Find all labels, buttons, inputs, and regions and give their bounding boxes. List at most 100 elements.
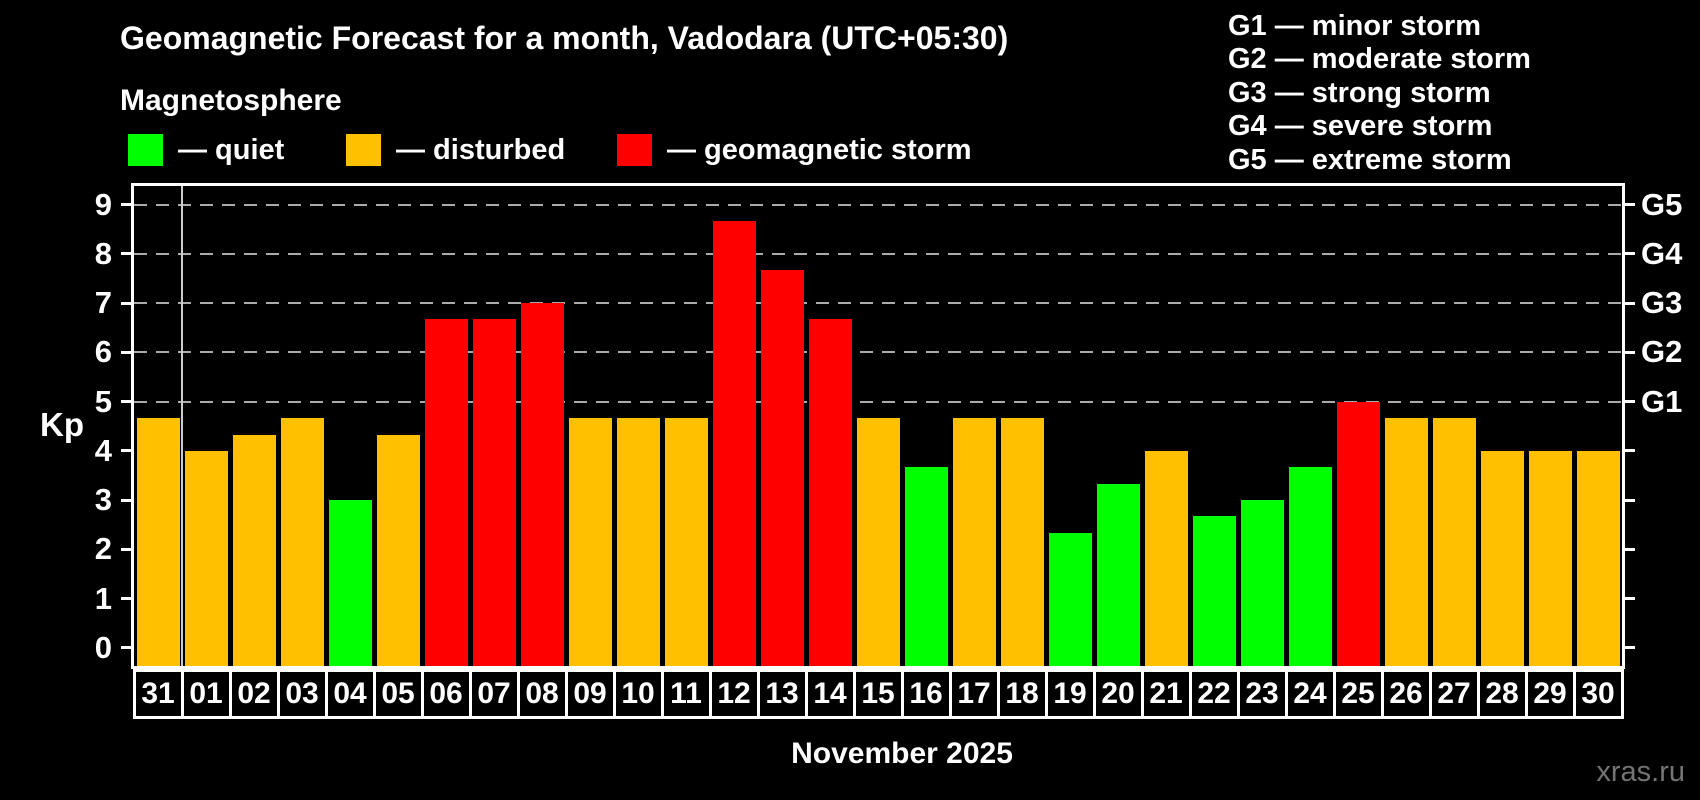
legend-item-storm: — geomagnetic storm [617, 134, 972, 166]
right-tick-0 [1625, 646, 1635, 650]
day-label-05: 05 [372, 669, 424, 719]
plot-frame [131, 183, 1625, 669]
kp-bar-19 [1048, 533, 1092, 666]
chart-title: Geomagnetic Forecast for a month, Vadoda… [120, 20, 1009, 56]
g-legend-line-g3: G3 — strong storm [1228, 76, 1491, 109]
month-separator-line [181, 186, 183, 666]
kp-bar-31 [136, 417, 180, 666]
g-axis-label-g2: G2 [1641, 334, 1683, 370]
g-axis-label-g5: G5 [1641, 186, 1683, 222]
kp-bar-25 [1336, 401, 1380, 666]
right-tick-4 [1625, 449, 1635, 453]
kp-bar-14 [808, 319, 852, 666]
kp-bar-08 [520, 303, 564, 666]
day-label-27: 27 [1428, 669, 1480, 719]
y-tick-label-3: 3 [94, 482, 112, 518]
right-tick-1 [1625, 597, 1635, 601]
day-label-10: 10 [612, 669, 664, 719]
day-label-01: 01 [180, 669, 232, 719]
y-tick-label-0: 0 [94, 629, 112, 665]
day-label-18: 18 [996, 669, 1048, 719]
g-scale-legend: G1 — minor storm G2 — moderate storm G3 … [1228, 10, 1531, 177]
legend-item-disturbed: — disturbed [346, 134, 565, 166]
day-label-02: 02 [228, 669, 280, 719]
kp-bar-11 [664, 417, 708, 666]
g-legend-line-g1: G1 — minor storm [1228, 10, 1481, 42]
kp-bar-10 [616, 417, 660, 666]
day-label-28: 28 [1476, 669, 1528, 719]
kp-bar-04 [328, 500, 372, 666]
day-label-22: 22 [1188, 669, 1240, 719]
g-axis-label-g3: G3 [1641, 285, 1683, 321]
left-tick-8 [121, 252, 131, 256]
right-tick-3 [1625, 498, 1635, 502]
kp-bar-06 [424, 319, 468, 666]
kp-bar-02 [232, 434, 276, 666]
y-tick-label-5: 5 [94, 383, 112, 419]
right-tick-6 [1625, 350, 1635, 354]
kp-bar-24 [1288, 467, 1332, 666]
kp-bar-03 [280, 417, 324, 666]
gridline-kp7 [134, 302, 1622, 305]
left-tick-7 [121, 301, 131, 305]
right-tick-5 [1625, 400, 1635, 404]
disturbed-color-swatch [346, 134, 381, 166]
kp-bar-23 [1240, 500, 1284, 666]
y-tick-label-1: 1 [94, 580, 112, 616]
gridline-kp9 [134, 203, 1622, 206]
kp-bar-22 [1192, 516, 1236, 666]
day-label-31: 31 [132, 669, 184, 719]
kp-bar-20 [1096, 483, 1140, 666]
kp-bar-01 [184, 450, 228, 666]
kp-bar-18 [1000, 417, 1044, 666]
gridline-kp6 [134, 351, 1622, 354]
day-label-26: 26 [1380, 669, 1432, 719]
day-label-19: 19 [1044, 669, 1096, 719]
kp-bar-05 [376, 434, 420, 666]
day-label-13: 13 [756, 669, 808, 719]
day-label-20: 20 [1092, 669, 1144, 719]
kp-bar-07 [472, 319, 516, 666]
day-label-06: 06 [420, 669, 472, 719]
day-label-16: 16 [900, 669, 952, 719]
g-axis-label-g1: G1 [1641, 383, 1683, 419]
kp-bar-27 [1432, 417, 1476, 666]
day-label-12: 12 [708, 669, 760, 719]
y-tick-label-2: 2 [94, 531, 112, 567]
day-label-14: 14 [804, 669, 856, 719]
kp-bar-15 [856, 417, 900, 666]
watermark: xras.ru [1596, 756, 1685, 788]
left-tick-5 [121, 400, 131, 404]
y-tick-label-4: 4 [94, 432, 112, 468]
gridline-kp5 [134, 400, 1622, 403]
left-tick-0 [121, 646, 131, 650]
day-label-30: 30 [1572, 669, 1624, 719]
quiet-color-swatch [128, 134, 163, 166]
x-axis-title: November 2025 [791, 737, 1013, 770]
kp-bar-21 [1144, 450, 1188, 666]
left-tick-3 [121, 498, 131, 502]
day-label-08: 08 [516, 669, 568, 719]
kp-bar-29 [1528, 450, 1572, 666]
y-tick-label-8: 8 [94, 235, 112, 271]
right-tick-9 [1625, 203, 1635, 207]
day-label-25: 25 [1332, 669, 1384, 719]
legend-label-quiet: — quiet [178, 133, 285, 166]
chart-subtitle: Magnetosphere [120, 84, 342, 117]
right-tick-7 [1625, 301, 1635, 305]
right-tick-2 [1625, 547, 1635, 551]
y-tick-label-7: 7 [94, 285, 112, 321]
day-label-24: 24 [1284, 669, 1336, 719]
y-axis-title: Kp [40, 406, 84, 443]
g-legend-line-g2: G2 — moderate storm [1228, 43, 1531, 76]
y-tick-label-6: 6 [94, 334, 112, 370]
day-label-23: 23 [1236, 669, 1288, 719]
gridline-kp8 [134, 252, 1622, 255]
g-legend-line-g4: G4 — severe storm [1228, 110, 1493, 143]
day-label-29: 29 [1524, 669, 1576, 719]
kp-bar-26 [1384, 417, 1428, 666]
legend-label-storm: — geomagnetic storm [667, 133, 972, 166]
left-tick-2 [121, 547, 131, 551]
kp-bar-30 [1576, 450, 1620, 666]
kp-bar-12 [712, 220, 756, 666]
